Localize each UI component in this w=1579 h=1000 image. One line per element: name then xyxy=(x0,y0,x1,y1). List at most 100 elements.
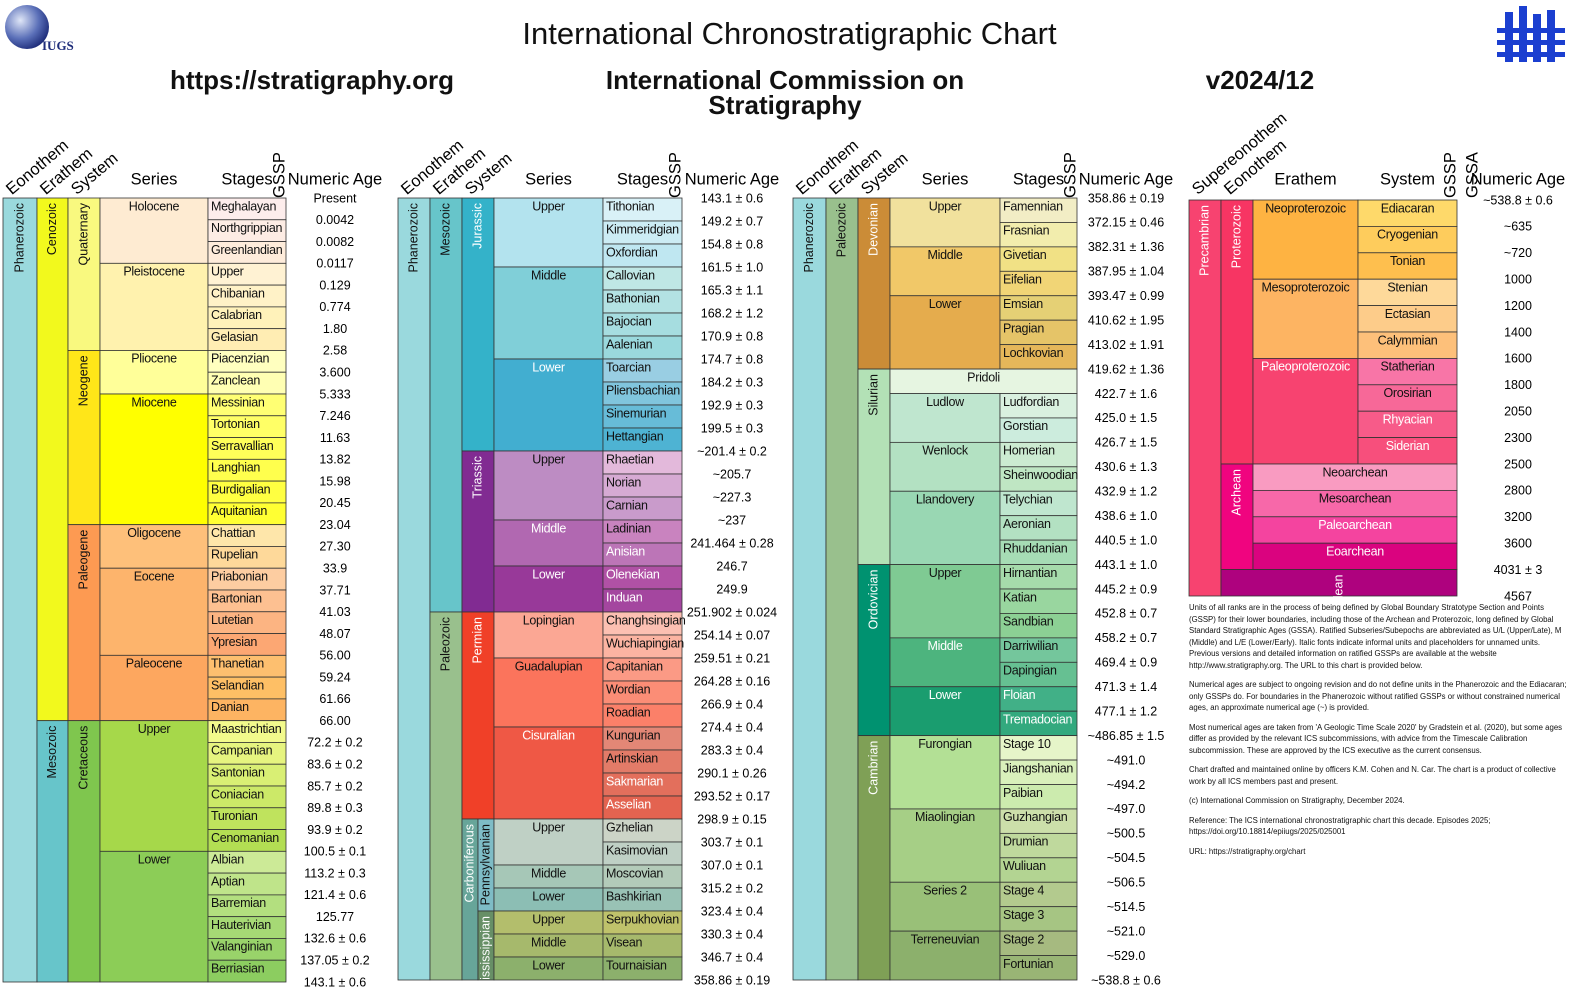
numeric-age: 254.14 ± 0.07 xyxy=(694,628,770,642)
numeric-age: 2500 xyxy=(1504,457,1532,471)
unit-box xyxy=(825,197,859,981)
numeric-age: 274.4 ± 0.4 xyxy=(701,720,764,734)
unit-label: Kasimovian xyxy=(606,843,668,857)
numeric-age: 161.5 ± 1.0 xyxy=(701,260,764,274)
numeric-age: 413.02 ± 1.91 xyxy=(1088,338,1164,352)
unit-label: Aquitanian xyxy=(211,504,267,518)
unit-label: Capitanian xyxy=(606,659,663,673)
unit-label: Mississippian xyxy=(478,916,492,990)
unit-label: Neoarchean xyxy=(1322,465,1387,479)
unit-box xyxy=(99,720,209,852)
numeric-age: 174.7 ± 0.8 xyxy=(701,352,764,366)
unit-label: Olenekian xyxy=(606,567,660,581)
unit-label: Artinskian xyxy=(606,751,658,765)
url-heading: https://stratigraphy.org xyxy=(169,65,455,95)
version-heading: v2024/12 xyxy=(1205,65,1315,95)
unit-box xyxy=(999,930,1078,956)
unit-label: Calymmian xyxy=(1378,333,1438,347)
column-header: GSSP xyxy=(1441,152,1459,198)
unit-label: Rhyacian xyxy=(1383,412,1433,426)
unit-box xyxy=(1188,199,1222,597)
unit-box xyxy=(889,197,1001,248)
unit-box xyxy=(1357,410,1458,439)
numeric-age: 422.7 ± 1.6 xyxy=(1095,387,1158,401)
unit-label: Middle xyxy=(927,248,962,262)
unit-label: Telychian xyxy=(1003,493,1053,507)
column-header: Numeric Age xyxy=(288,170,382,188)
numeric-age: 41.03 xyxy=(319,605,350,619)
numeric-age: 1000 xyxy=(1504,272,1532,286)
unit-label: Precambrian xyxy=(1197,205,1211,276)
unit-label: Stenian xyxy=(1387,280,1428,294)
unit-label: Katian xyxy=(1003,590,1037,604)
unit-label: Phanerozoic xyxy=(406,203,420,273)
unit-label: Langhian xyxy=(211,461,260,475)
unit-box xyxy=(493,450,604,521)
unit-box xyxy=(1252,357,1359,465)
unit-label: Paleoproterozoic xyxy=(1261,360,1350,374)
unit-label: Paleoarchean xyxy=(1318,518,1392,532)
unit-box xyxy=(99,850,209,983)
unit-box xyxy=(493,611,604,659)
unit-label: Holocene xyxy=(129,199,180,213)
unit-label: Givetian xyxy=(1003,248,1047,262)
numeric-age: 93.9 ± 0.2 xyxy=(307,823,363,837)
column-header: GSSP xyxy=(1061,152,1079,198)
unit-label: Norian xyxy=(606,475,641,489)
numeric-age: 0.774 xyxy=(319,300,350,314)
unit-label: Lutetian xyxy=(211,613,253,627)
unit-box xyxy=(493,266,604,360)
column-header: GSSA xyxy=(1463,152,1481,198)
logo-text: IUGS xyxy=(42,38,74,53)
column-header: Stages xyxy=(617,170,668,188)
unit-label: Homerian xyxy=(1003,444,1055,458)
column-header: Numeric Age xyxy=(1471,170,1565,188)
numeric-age: 0.0042 xyxy=(316,213,354,227)
column-header: Numeric Age xyxy=(685,170,779,188)
numeric-age: 7.246 xyxy=(319,409,350,423)
unit-label: Cisuralian xyxy=(522,728,575,742)
numeric-age: 307.0 ± 0.1 xyxy=(701,858,764,872)
numeric-age: 85.7 ± 0.2 xyxy=(307,779,363,793)
numeric-age: 1400 xyxy=(1504,325,1532,339)
unit-label: Hadean xyxy=(1331,575,1345,619)
unit-box xyxy=(1357,199,1458,227)
unit-label: Paleozoic xyxy=(834,203,848,257)
numeric-age: 4031 ± 3 xyxy=(1494,563,1543,577)
unit-label: Chibanian xyxy=(211,286,265,300)
unit-label: Valanginian xyxy=(211,940,272,954)
numeric-age: ~504.5 xyxy=(1107,851,1146,865)
unit-box xyxy=(99,262,209,351)
unit-label: Drumian xyxy=(1003,835,1048,849)
column-header: GSSP xyxy=(270,152,288,198)
numeric-age: 149.2 ± 0.7 xyxy=(701,214,764,228)
numeric-age: 241.464 ± 0.28 xyxy=(690,536,773,550)
numeric-age: 2300 xyxy=(1504,431,1532,445)
numeric-age: 48.07 xyxy=(319,627,350,641)
unit-box xyxy=(461,197,495,452)
numeric-age: ~497.0 xyxy=(1107,802,1146,816)
unit-box xyxy=(493,565,604,613)
unit-label: Serpukhovian xyxy=(606,912,679,926)
unit-label: Lower xyxy=(929,297,962,311)
unit-label: Carnian xyxy=(606,498,648,512)
ics-logo xyxy=(1497,6,1565,62)
unit-label: Phanerozoic xyxy=(802,203,816,273)
unit-label: Stage 3 xyxy=(1003,908,1044,922)
unit-box xyxy=(889,637,1001,688)
numeric-age: 66.00 xyxy=(319,714,350,728)
numeric-age: 37.71 xyxy=(319,583,350,597)
numeric-age: ~720 xyxy=(1504,246,1532,260)
unit-label: Danian xyxy=(211,700,249,714)
unit-box xyxy=(999,344,1078,370)
unit-box xyxy=(999,955,1078,981)
numeric-age: 59.24 xyxy=(319,670,350,684)
numeric-age: 23.04 xyxy=(319,518,350,532)
numeric-age: 89.8 ± 0.3 xyxy=(307,801,363,815)
numeric-age: 372.15 ± 0.46 xyxy=(1088,216,1164,230)
unit-label: Ectasian xyxy=(1385,307,1431,321)
unit-box xyxy=(999,197,1078,223)
numeric-age: 0.0117 xyxy=(316,257,353,271)
unit-label: Floian xyxy=(1003,688,1036,702)
unit-box xyxy=(857,368,891,565)
